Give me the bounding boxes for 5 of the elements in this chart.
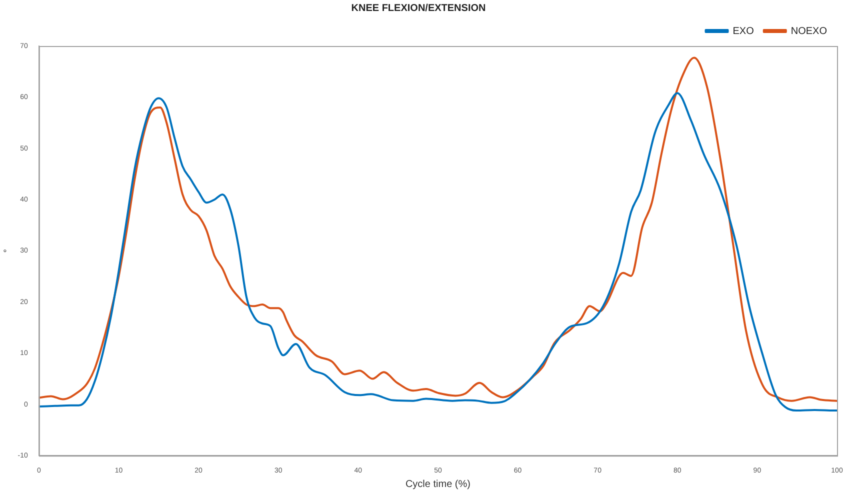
chart-title: KNEE FLEXION/EXTENSION <box>351 2 486 14</box>
y-axis-title: ° <box>2 248 12 253</box>
x-axis-title: Cycle time (%) <box>405 478 470 490</box>
legend-label: EXO <box>732 26 754 37</box>
legend-label: NOEXO <box>790 26 828 37</box>
